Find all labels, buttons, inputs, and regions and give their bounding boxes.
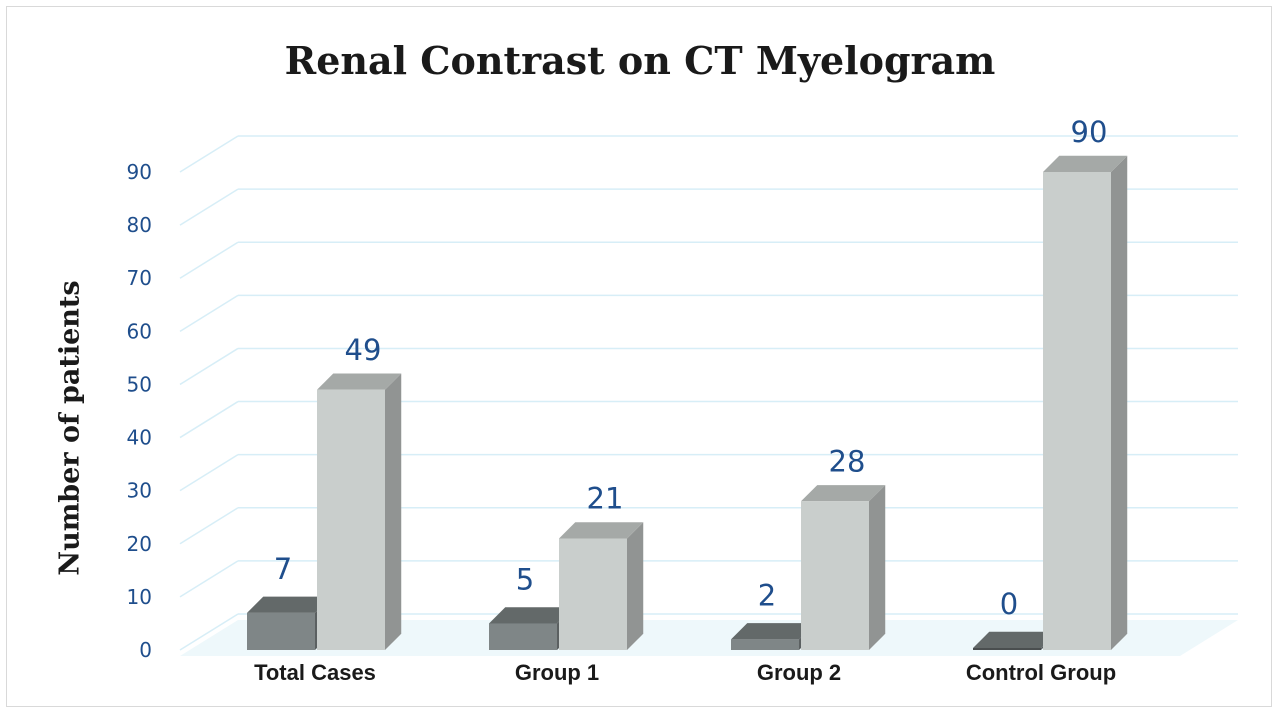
gridline-side (179, 294, 239, 332)
gridline-side (179, 454, 239, 492)
y-tick-label: 20 (127, 532, 152, 556)
y-tick-label: 50 (127, 372, 152, 396)
gridline-side (179, 135, 239, 173)
bar-side (385, 373, 402, 650)
bar (559, 538, 627, 650)
bar-top (317, 373, 402, 390)
data-label: 49 (345, 333, 382, 367)
bar (731, 639, 799, 650)
category-labels: Total Cases Group 1 Group 2 Control Group (254, 660, 1116, 685)
bar (489, 623, 557, 650)
bar (973, 648, 1041, 650)
bar (247, 612, 315, 650)
y-tick-label: 10 (127, 585, 152, 609)
data-label: 2 (758, 578, 776, 612)
y-tick-label: 40 (127, 426, 152, 450)
y-tick-label: 70 (127, 266, 152, 290)
category-label: Group 2 (757, 660, 841, 685)
y-tick-label: 60 (127, 319, 152, 343)
bar (1043, 172, 1111, 650)
gridline-side (179, 188, 239, 226)
category-label: Total Cases (254, 660, 376, 685)
y-tick-label: 80 (127, 213, 152, 237)
bar-top (559, 522, 644, 539)
gridline-side (179, 347, 239, 386)
data-label: 7 (274, 552, 292, 586)
category-label: Control Group (966, 660, 1116, 685)
data-label: 28 (829, 444, 866, 478)
data-label: 5 (516, 562, 534, 596)
floor (180, 620, 1238, 656)
bar-top (731, 623, 816, 640)
bar-top (489, 607, 574, 624)
chart-title: Renal Contrast on CT Myelogram (284, 38, 996, 83)
bar-side (1111, 155, 1128, 651)
data-label: 0 (1000, 587, 1018, 621)
y-tick-label: 90 (127, 160, 152, 184)
bar-top (973, 631, 1058, 648)
gridline-side (179, 613, 239, 651)
bar-side (627, 522, 644, 650)
bar-side (869, 485, 886, 650)
y-tick-label: 30 (127, 479, 152, 503)
gridline-side (179, 507, 239, 545)
gridline-side (179, 560, 239, 598)
y-tick-label: 0 (139, 638, 152, 662)
bars (247, 155, 1128, 651)
bar (801, 501, 869, 650)
bar-top (247, 596, 332, 613)
bar-top (1043, 155, 1128, 172)
category-label: Group 1 (515, 660, 599, 685)
data-label: 21 (587, 481, 624, 515)
gridline-side (179, 400, 239, 439)
data-labels: 7 49 5 21 2 28 0 90 (274, 115, 1108, 621)
bar (317, 389, 385, 650)
bar-top (801, 485, 886, 502)
y-axis-ticks: 0 10 20 30 40 50 60 70 80 90 (127, 160, 152, 662)
data-label: 90 (1071, 115, 1108, 149)
gridline-side (179, 241, 239, 279)
